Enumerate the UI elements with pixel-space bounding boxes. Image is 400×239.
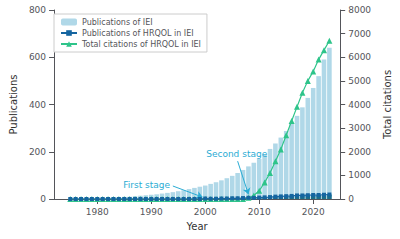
svg-text:First stage: First stage (123, 180, 170, 190)
svg-text:200: 200 (29, 147, 46, 157)
svg-text:5000: 5000 (348, 76, 371, 86)
svg-text:2000: 2000 (194, 207, 217, 217)
svg-text:4000: 4000 (348, 100, 371, 110)
svg-text:8000: 8000 (348, 5, 371, 15)
svg-text:2020: 2020 (302, 207, 325, 217)
svg-text:2000: 2000 (348, 147, 371, 157)
svg-text:Second stage: Second stage (206, 149, 267, 159)
svg-text:0: 0 (348, 194, 354, 204)
svg-text:Year: Year (186, 221, 209, 232)
svg-text:1000: 1000 (348, 170, 371, 180)
svg-text:Total citations of HRQOL in IE: Total citations of HRQOL in IEI (81, 40, 201, 49)
svg-text:Publications of HRQOL in IEI: Publications of HRQOL in IEI (82, 29, 194, 38)
svg-text:400: 400 (29, 100, 46, 110)
svg-text:6000: 6000 (348, 52, 371, 62)
svg-text:Total citations: Total citations (382, 70, 393, 140)
svg-text:3000: 3000 (348, 123, 371, 133)
svg-text:2010: 2010 (248, 207, 271, 217)
svg-text:0: 0 (40, 194, 46, 204)
svg-text:Publications: Publications (8, 74, 19, 134)
svg-text:600: 600 (29, 52, 46, 62)
svg-text:7000: 7000 (348, 29, 371, 39)
svg-text:1980: 1980 (86, 207, 109, 217)
svg-text:1990: 1990 (140, 207, 163, 217)
svg-text:800: 800 (29, 5, 46, 15)
svg-text:Publications of IEI: Publications of IEI (82, 18, 153, 27)
